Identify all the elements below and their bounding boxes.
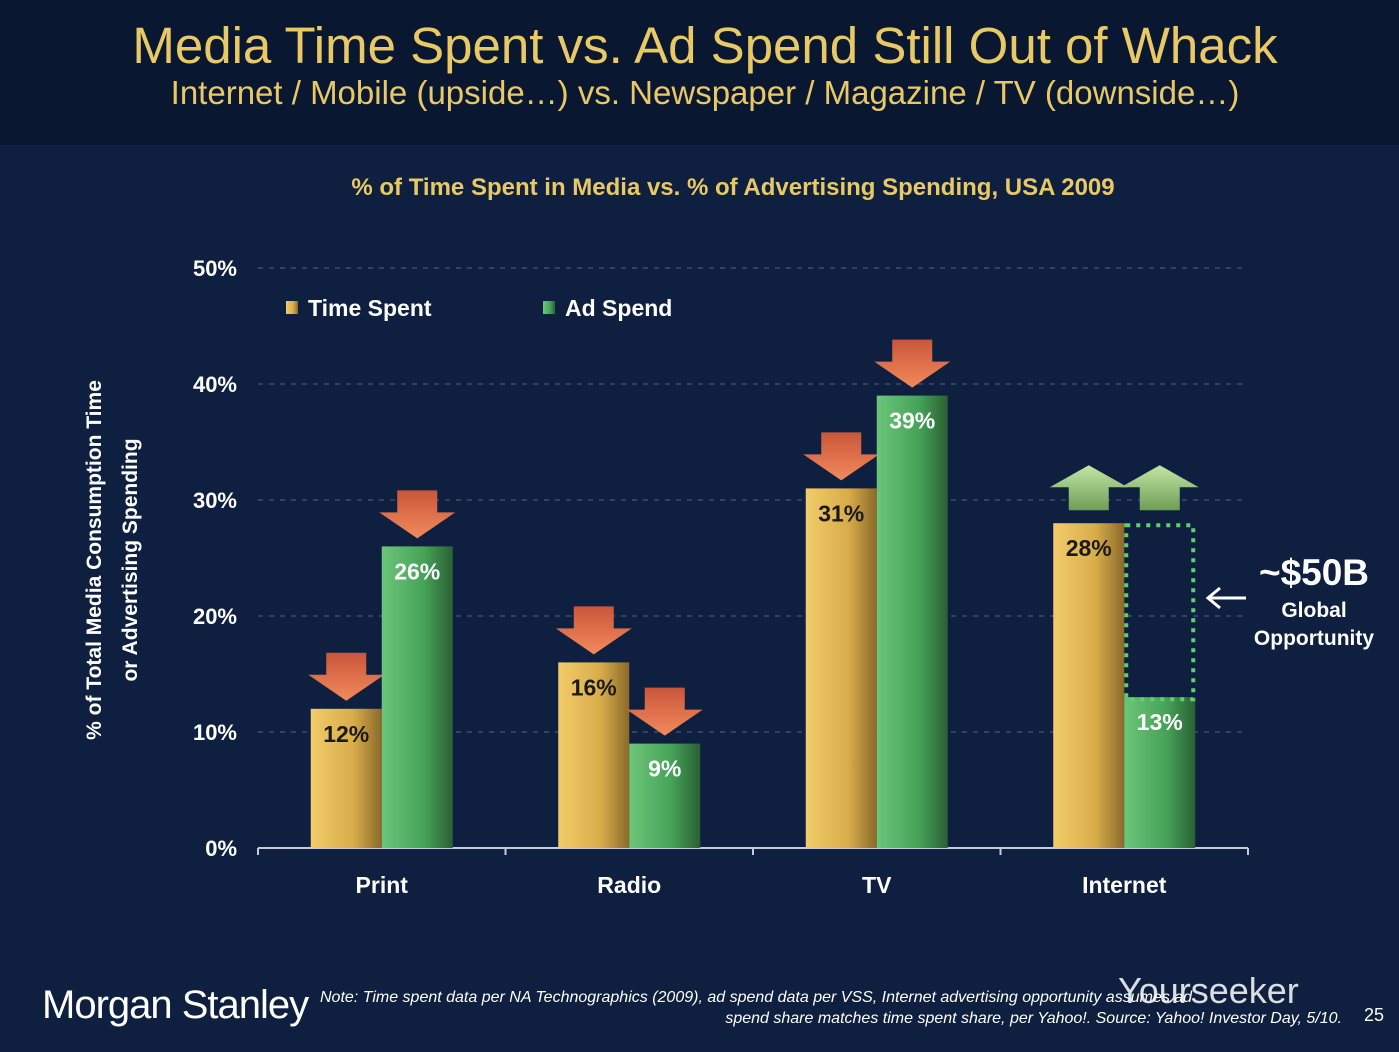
down-arrow-icon <box>803 432 880 481</box>
x-tick-label: Print <box>356 872 409 898</box>
opportunity-gap-box <box>1124 523 1196 702</box>
down-arrow-icon <box>555 606 632 655</box>
page-title: Media Time Spent vs. Ad Spend Still Out … <box>132 17 1278 74</box>
watermark: Yourseeker <box>1118 970 1299 1011</box>
opportunity-value: ~$50B <box>1259 552 1369 593</box>
legend-time-spent: Time Spent <box>308 295 432 321</box>
data-label: 13% <box>1137 709 1183 735</box>
y-axis-label-line1: % of Total Media Consumption Time <box>83 380 106 740</box>
page-subtitle: Internet / Mobile (upside…) vs. Newspape… <box>170 74 1240 111</box>
legend-swatch-time-spent <box>286 301 298 314</box>
legend-swatch-ad-spend <box>543 301 555 314</box>
left-arrow-head <box>1205 586 1221 610</box>
header-band <box>0 0 1399 145</box>
y-tick-label: 50% <box>193 256 237 281</box>
x-tick-label: TV <box>862 872 892 898</box>
y-tick-label: 10% <box>193 720 237 745</box>
up-arrow-icon <box>1120 465 1199 511</box>
x-tick-label: Radio <box>597 872 661 898</box>
morgan-stanley-logo: Morgan Stanley <box>42 983 309 1027</box>
data-label: 28% <box>1066 535 1112 561</box>
data-label: 31% <box>818 500 864 526</box>
data-label: 16% <box>571 674 617 700</box>
y-tick-label: 20% <box>193 604 237 629</box>
y-tick-label: 0% <box>205 836 237 861</box>
footnote-line1: Note: Time spent data per NA Technograph… <box>320 989 1193 1006</box>
bar-ad-spend-internet <box>1124 697 1196 848</box>
footnote: Note: Time spent data per NA Technograph… <box>320 987 1342 1029</box>
bar-time-spent-radio <box>558 662 630 848</box>
bar-ad-spend-tv <box>876 395 948 848</box>
down-arrow-icon <box>626 687 703 736</box>
bar-time-spent-print <box>310 708 382 848</box>
bar-ad-spend-radio <box>629 743 701 848</box>
opportunity-line2: Opportunity <box>1254 627 1374 650</box>
y-tick-label: 40% <box>193 372 237 397</box>
data-label: 9% <box>648 756 681 782</box>
bar-time-spent-tv <box>805 488 877 848</box>
down-arrow-icon <box>308 652 385 701</box>
bar-ad-spend-print <box>381 546 453 848</box>
x-tick-label: Internet <box>1082 872 1167 898</box>
y-axis-label-line2: or Advertising Spending <box>119 438 142 681</box>
legend: Time Spent Ad Spend <box>286 295 672 321</box>
chart-title: % of Time Spent in Media vs. % of Advert… <box>351 174 1114 201</box>
bar-time-spent-internet <box>1053 523 1125 848</box>
data-label: 12% <box>323 721 369 747</box>
y-tick-label: 30% <box>193 488 237 513</box>
down-arrow-icon <box>379 490 456 539</box>
data-label: 26% <box>394 558 440 584</box>
opportunity-line1: Global <box>1281 599 1346 622</box>
up-arrow-icon <box>1049 465 1128 511</box>
page-number: 25 <box>1364 1005 1385 1025</box>
down-arrow-icon <box>874 339 951 388</box>
opportunity-annotation: ~$50B Global Opportunity <box>1205 552 1374 650</box>
legend-ad-spend: Ad Spend <box>565 295 672 321</box>
footnote-line2: spend share matches time spent share, pe… <box>725 1010 1342 1027</box>
data-label: 39% <box>889 408 935 434</box>
